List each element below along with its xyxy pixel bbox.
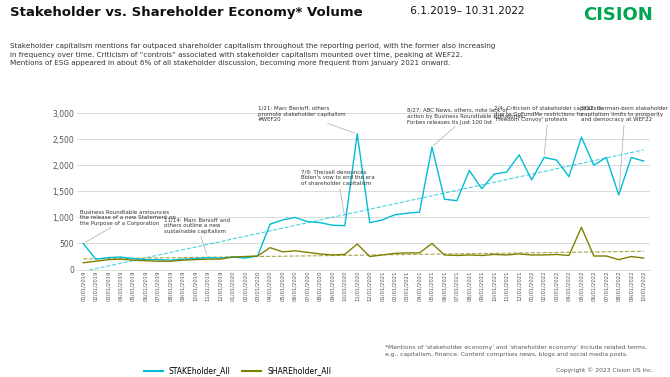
Text: 11/14: Marc Benioff and
others outline a new
sustainable capitalism: 11/14: Marc Benioff and others outline a… <box>164 218 230 255</box>
Text: 2/4: Criticism of stakeholder capitalism
due to GoFundMe restrictions for
'Freed: 2/4: Criticism of stakeholder capitalism… <box>494 106 602 155</box>
Text: *Mentions of ‘stakeholder economy’ and ‘shareholder economy’ include related ter: *Mentions of ‘stakeholder economy’ and ‘… <box>385 345 647 357</box>
Text: 1/21: Marc Benioff, others
promote stakeholder capitalism
#WEF20: 1/21: Marc Benioff, others promote stake… <box>258 106 354 133</box>
Text: 8/27: ABC News, others, note lack of
action by Business Roundtable signatories;
: 8/27: ABC News, others, note lack of act… <box>407 108 525 145</box>
Text: Stakeholder vs. Shareholder Economy* Volume: Stakeholder vs. Shareholder Economy* Vol… <box>10 6 362 18</box>
Text: Stakeholder capitalism mentions far outpaced shareholder capitalism throughout t: Stakeholder capitalism mentions far outp… <box>10 43 495 66</box>
Text: 5/22: German-born stakeholder
capitalism limits to prosperity
and democracy at W: 5/22: German-born stakeholder capitalism… <box>582 106 668 192</box>
Text: Copyright © 2023 Cision US Inc.: Copyright © 2023 Cision US Inc. <box>556 368 653 373</box>
Text: 6.1.2019– 10.31.2022: 6.1.2019– 10.31.2022 <box>407 6 525 16</box>
Text: Business Roundtable announces
the release of a new Statement on
the Purpose of a: Business Roundtable announces the releas… <box>80 210 176 242</box>
Legend: STAKEholder_All, SHAREholder_All: STAKEholder_All, SHAREholder_All <box>141 363 334 377</box>
Text: CISION: CISION <box>584 6 653 24</box>
Text: 7/9: The/sell denounces
Biden's vow to end the era
of shareholder capitalism: 7/9: The/sell denounces Biden's vow to e… <box>302 170 375 215</box>
